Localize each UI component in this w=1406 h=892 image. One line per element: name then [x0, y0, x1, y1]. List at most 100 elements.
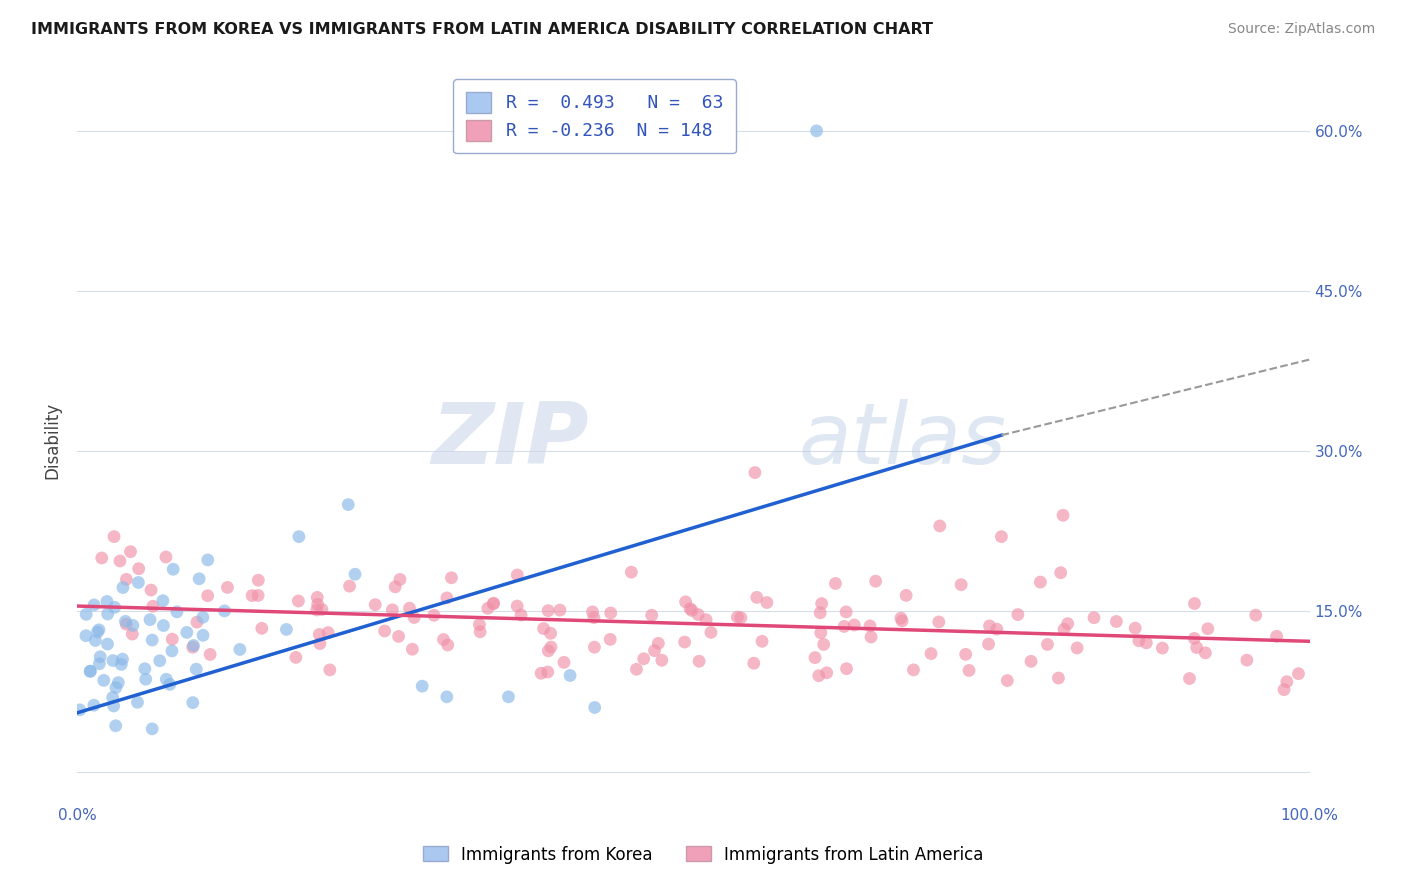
Point [955, 648, 977, 662]
Point [188, 572, 211, 586]
Point [651, 653, 673, 667]
Point [307, 591, 329, 605]
Point [1275, 674, 1298, 689]
Point [673, 635, 696, 649]
Point [1184, 597, 1206, 611]
Point [139, 613, 162, 627]
Point [197, 589, 219, 603]
Point [436, 638, 458, 652]
Point [404, 610, 426, 624]
Point [284, 650, 307, 665]
Point [432, 632, 454, 647]
Point [319, 663, 342, 677]
Point [152, 618, 174, 632]
Point [308, 627, 330, 641]
Point [337, 498, 360, 512]
Point [599, 606, 621, 620]
Point [482, 597, 505, 611]
Point [107, 675, 129, 690]
Point [141, 722, 163, 736]
Point [1047, 671, 1070, 685]
Point [84, 633, 107, 648]
Point [436, 690, 458, 704]
Point [90, 551, 112, 566]
Point [730, 611, 752, 625]
Point [537, 604, 560, 618]
Point [548, 603, 571, 617]
Point [104, 600, 127, 615]
Point [176, 625, 198, 640]
Point [111, 581, 134, 595]
Point [865, 574, 887, 589]
Point [287, 594, 309, 608]
Point [108, 554, 131, 568]
Point [101, 654, 124, 668]
Point [155, 549, 177, 564]
Point [122, 618, 145, 632]
Point [141, 633, 163, 648]
Point [89, 649, 111, 664]
Point [128, 562, 150, 576]
Point [134, 662, 156, 676]
Point [159, 677, 181, 691]
Text: IMMIGRANTS FROM KOREA VS IMMIGRANTS FROM LATIN AMERICA DISABILITY CORRELATION CH: IMMIGRANTS FROM KOREA VS IMMIGRANTS FROM… [31, 22, 934, 37]
Point [75, 607, 97, 622]
Point [384, 580, 406, 594]
Point [810, 597, 832, 611]
Point [804, 650, 827, 665]
Point [695, 613, 717, 627]
Point [152, 593, 174, 607]
Point [824, 576, 846, 591]
Point [423, 608, 446, 623]
Point [1178, 672, 1201, 686]
Point [681, 603, 703, 617]
Point [807, 669, 830, 683]
Point [387, 629, 409, 643]
Point [139, 582, 162, 597]
Point [1265, 629, 1288, 643]
Point [641, 608, 664, 623]
Point [1052, 508, 1074, 523]
Point [832, 619, 855, 633]
Point [110, 657, 132, 672]
Point [700, 625, 723, 640]
Point [440, 571, 463, 585]
Point [104, 681, 127, 695]
Point [1019, 654, 1042, 668]
Point [482, 596, 505, 610]
Point [307, 598, 329, 612]
Point [83, 698, 105, 713]
Point [583, 700, 606, 714]
Point [808, 606, 831, 620]
Point [214, 604, 236, 618]
Point [135, 672, 157, 686]
Point [957, 664, 980, 678]
Point [316, 625, 339, 640]
Point [381, 603, 404, 617]
Point [96, 594, 118, 608]
Point [688, 607, 710, 622]
Point [398, 601, 420, 615]
Point [537, 665, 560, 679]
Point [162, 632, 184, 647]
Point [813, 637, 835, 651]
Point [97, 607, 120, 621]
Point [647, 636, 669, 650]
Point [162, 562, 184, 576]
Point [75, 629, 97, 643]
Point [1105, 615, 1128, 629]
Point [540, 640, 562, 654]
Point [374, 624, 396, 638]
Point [540, 626, 562, 640]
Point [250, 621, 273, 635]
Point [742, 657, 765, 671]
Point [1185, 640, 1208, 655]
Point [96, 637, 118, 651]
Point [388, 573, 411, 587]
Point [1272, 682, 1295, 697]
Point [305, 603, 328, 617]
Point [835, 662, 858, 676]
Point [990, 530, 1012, 544]
Point [920, 647, 942, 661]
Point [114, 615, 136, 629]
